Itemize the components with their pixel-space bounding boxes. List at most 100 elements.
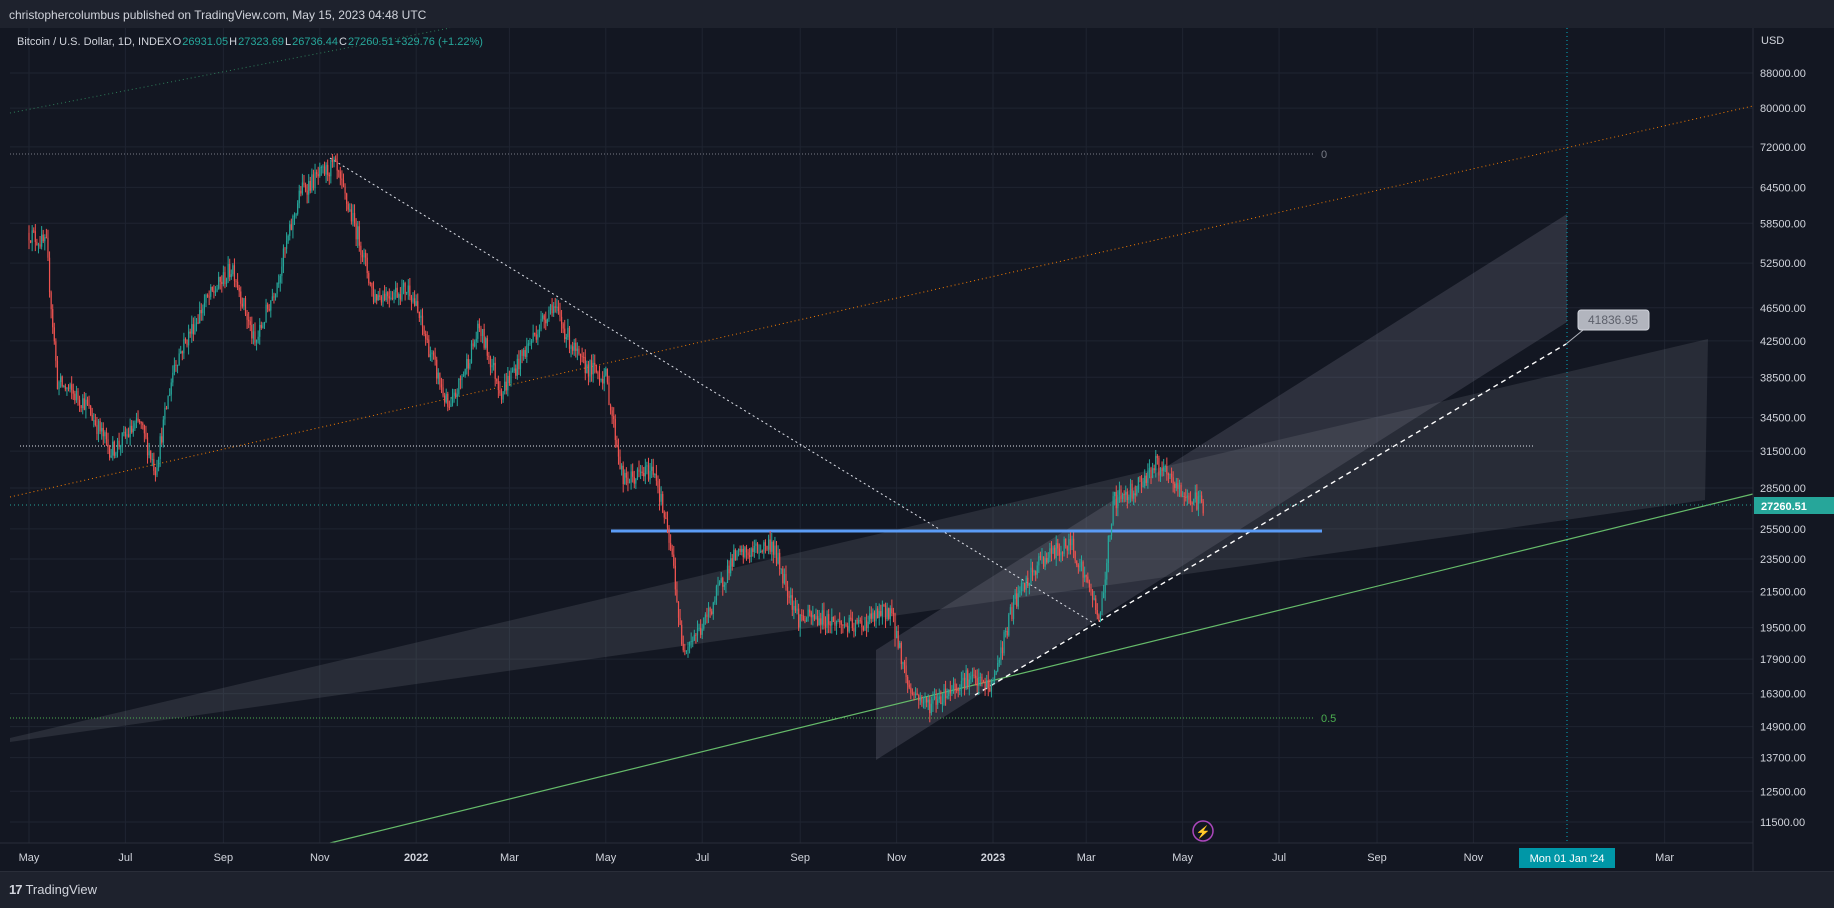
candle [622, 465, 624, 485]
candle [455, 392, 457, 398]
candle [1039, 556, 1042, 558]
candle [796, 608, 798, 611]
candle [374, 294, 376, 302]
candle [881, 604, 883, 616]
y-tick-label: 16300.00 [1760, 689, 1806, 701]
candle [118, 440, 120, 447]
candle [679, 617, 681, 625]
candle [279, 275, 281, 283]
candle [287, 235, 289, 241]
candle [309, 180, 311, 191]
candle [559, 311, 561, 317]
candle [1036, 565, 1038, 575]
candle [311, 174, 313, 191]
candle [763, 542, 765, 552]
candle [402, 283, 405, 287]
footer-bar: 17 TradingView [0, 871, 1834, 908]
candle [1099, 611, 1102, 621]
candle [584, 357, 586, 374]
candle [719, 582, 721, 586]
candle [55, 341, 57, 361]
candle [641, 471, 643, 474]
fib-label: 0 [1321, 149, 1327, 161]
candle [431, 352, 433, 355]
candle [317, 174, 319, 177]
candle [918, 695, 920, 701]
candle [1003, 631, 1005, 654]
candle [842, 624, 844, 626]
candle [259, 324, 261, 337]
candle [783, 574, 785, 584]
x-tick-label: Nov [887, 852, 907, 864]
candle [123, 431, 125, 433]
candle [485, 338, 487, 348]
candle [31, 230, 33, 243]
candle [417, 301, 419, 312]
candle [316, 172, 318, 175]
candle [831, 616, 833, 626]
candle [858, 620, 860, 624]
candle [124, 431, 126, 437]
candle [505, 381, 507, 391]
candle [728, 565, 730, 574]
candle [132, 428, 134, 433]
candle [137, 418, 139, 421]
candle [267, 304, 269, 309]
candle [1128, 496, 1130, 501]
candle [1091, 590, 1094, 600]
candle [497, 381, 499, 391]
candle [197, 322, 199, 324]
x-tick-label: 2023 [981, 852, 1005, 864]
candle [255, 340, 258, 343]
candle [970, 676, 972, 680]
candle [268, 308, 270, 311]
candle [502, 391, 504, 400]
candle [142, 423, 144, 426]
candle [183, 339, 185, 354]
candle [546, 319, 548, 324]
candle [840, 621, 842, 625]
candle [1114, 491, 1116, 497]
candle [764, 542, 767, 546]
candle [67, 387, 70, 389]
candle [635, 478, 637, 484]
candle [464, 369, 466, 376]
candle [349, 209, 351, 211]
candle [222, 272, 224, 285]
candle [254, 331, 256, 343]
tradingview-brand[interactable]: 17 TradingView [9, 882, 97, 897]
candle [1161, 467, 1163, 472]
candle [1202, 501, 1204, 514]
candle [173, 364, 175, 373]
last-price-label: 27260.51 [1761, 501, 1807, 513]
y-tick-label: 38500.00 [1760, 372, 1806, 384]
candle [1085, 575, 1087, 577]
candle [34, 231, 36, 242]
candle [823, 610, 825, 625]
candle [470, 343, 473, 364]
candle [1133, 493, 1135, 499]
price-chart[interactable]: 0 0.5 41836.95 ⚡ USD 88000.00 80000.00 72000.00… [0, 0, 1834, 871]
candle [515, 368, 517, 376]
candle [603, 375, 605, 384]
candle [688, 641, 691, 647]
candle [165, 407, 168, 410]
candle [366, 257, 368, 274]
candle [828, 614, 830, 625]
candle [504, 381, 506, 392]
candle [557, 306, 560, 312]
candle [507, 375, 509, 391]
candle [720, 578, 722, 583]
candle [951, 691, 953, 694]
candle [120, 445, 122, 447]
candle [169, 394, 171, 396]
candle [206, 294, 209, 297]
candle [1199, 495, 1201, 497]
candle [44, 237, 46, 242]
candle [971, 674, 974, 677]
candle [331, 159, 334, 162]
candle [758, 552, 760, 554]
candle [1131, 483, 1133, 499]
candle [355, 223, 357, 240]
candle [300, 190, 302, 194]
